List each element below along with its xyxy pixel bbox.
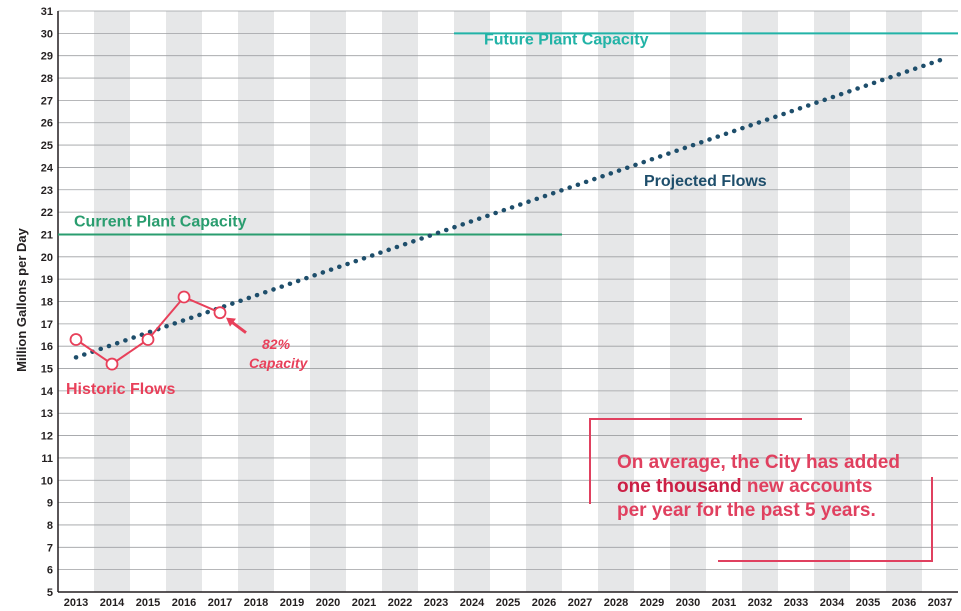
x-tick-2024: 2024 xyxy=(460,597,485,609)
y-tick-26: 26 xyxy=(41,118,53,130)
callout-line-1: On average, the City has added xyxy=(617,452,900,473)
historic-point-2017 xyxy=(213,306,227,320)
x-tick-2030: 2030 xyxy=(676,597,700,609)
historic-point-2016 xyxy=(177,290,191,304)
y-tick-20: 20 xyxy=(41,252,53,264)
y-tick-29: 29 xyxy=(41,51,53,63)
y-tick-15: 15 xyxy=(41,364,53,376)
y-tick-7: 7 xyxy=(47,542,53,554)
x-tick-2031: 2031 xyxy=(712,597,736,609)
y-tick-13: 13 xyxy=(41,408,53,420)
axes xyxy=(57,11,958,593)
y-tick-23: 23 xyxy=(41,185,53,197)
historic-flows-series xyxy=(69,290,227,371)
y-tick-16: 16 xyxy=(41,341,53,353)
x-tick-2025: 2025 xyxy=(496,597,520,609)
callout-line-2: one thousand new accounts xyxy=(617,475,927,499)
x-tick-2033: 2033 xyxy=(784,597,808,609)
y-tick-17: 17 xyxy=(41,319,53,331)
x-tick-2022: 2022 xyxy=(388,597,412,609)
x-tick-2035: 2035 xyxy=(856,597,880,609)
y-tick-25: 25 xyxy=(41,140,53,152)
y-tick-24: 24 xyxy=(41,162,54,174)
capacity-annotation-value: 82% xyxy=(262,336,291,352)
callout-line-2-rest: new accounts xyxy=(741,476,873,497)
x-tick-2014: 2014 xyxy=(100,597,125,609)
x-tick-2027: 2027 xyxy=(568,597,592,609)
y-tick-8: 8 xyxy=(47,520,53,532)
callout-text: On average, the City has added one thous… xyxy=(617,451,927,523)
x-tick-2034: 2034 xyxy=(820,597,845,609)
series-labels: Current Plant Capacity Future Plant Capac… xyxy=(66,31,767,398)
historic-point-2013 xyxy=(69,333,83,346)
y-tick-10: 10 xyxy=(41,475,53,487)
x-tick-2013: 2013 xyxy=(64,597,88,609)
y-tick-18: 18 xyxy=(41,297,53,309)
x-tick-2028: 2028 xyxy=(604,597,628,609)
historic-point-2015 xyxy=(141,333,155,346)
x-tick-2023: 2023 xyxy=(424,597,448,609)
callout-frame-top-left xyxy=(589,418,802,504)
x-tick-2037: 2037 xyxy=(928,597,952,609)
x-tick-2026: 2026 xyxy=(532,597,556,609)
y-tick-28: 28 xyxy=(41,73,53,85)
callout-frame xyxy=(589,418,933,562)
historic-flows-label: Historic Flows xyxy=(66,381,175,398)
x-tick-2017: 2017 xyxy=(208,597,232,609)
y-tick-6: 6 xyxy=(47,565,53,577)
y-tick-21: 21 xyxy=(41,229,53,241)
x-tick-2016: 2016 xyxy=(172,597,196,609)
callout-line-3: per year for the past 5 years. xyxy=(617,500,876,521)
x-tick-2015: 2015 xyxy=(136,597,160,609)
reference-label-1: Future Plant Capacity xyxy=(484,31,649,48)
y-tick-11: 11 xyxy=(41,453,53,465)
y-tick-labels: 5 6 7 8 9 10 11 12 13 14 15 16 17 18 19 20 21 22 23 24 25 26 2… xyxy=(41,6,54,599)
y-tick-5: 5 xyxy=(47,587,53,599)
reference-label-0: Current Plant Capacity xyxy=(74,213,247,230)
y-tick-12: 12 xyxy=(41,431,53,443)
x-tick-labels: 2013 2014 2015 2016 2017 2018 2019 2020 2021 2022… xyxy=(64,597,952,609)
capacity-arrow-head xyxy=(226,317,236,327)
projected-flows-label: Projected Flows xyxy=(644,173,767,190)
callout-frame-bottom-right xyxy=(718,477,933,562)
y-tick-19: 19 xyxy=(41,274,53,286)
y-axis-label: Million Gallons per Day xyxy=(14,227,29,372)
y-tick-9: 9 xyxy=(47,498,53,510)
x-tick-2021: 2021 xyxy=(352,597,376,609)
y-tick-30: 30 xyxy=(41,28,53,40)
x-tick-2019: 2019 xyxy=(280,597,304,609)
reference-lines xyxy=(58,32,958,236)
x-tick-2029: 2029 xyxy=(640,597,664,609)
x-tick-2018: 2018 xyxy=(244,597,268,609)
y-tick-22: 22 xyxy=(41,207,53,219)
historic-point-2014 xyxy=(105,357,119,371)
x-tick-2032: 2032 xyxy=(748,597,772,609)
x-tick-2036: 2036 xyxy=(892,597,916,609)
callout-bold: one thousand xyxy=(617,476,742,497)
x-tick-2020: 2020 xyxy=(316,597,340,609)
y-tick-27: 27 xyxy=(41,95,53,107)
y-tick-14: 14 xyxy=(41,386,54,398)
y-tick-31: 31 xyxy=(41,6,53,18)
annotations: 82% Capacity xyxy=(226,317,309,371)
capacity-annotation-label: Capacity xyxy=(249,355,309,371)
